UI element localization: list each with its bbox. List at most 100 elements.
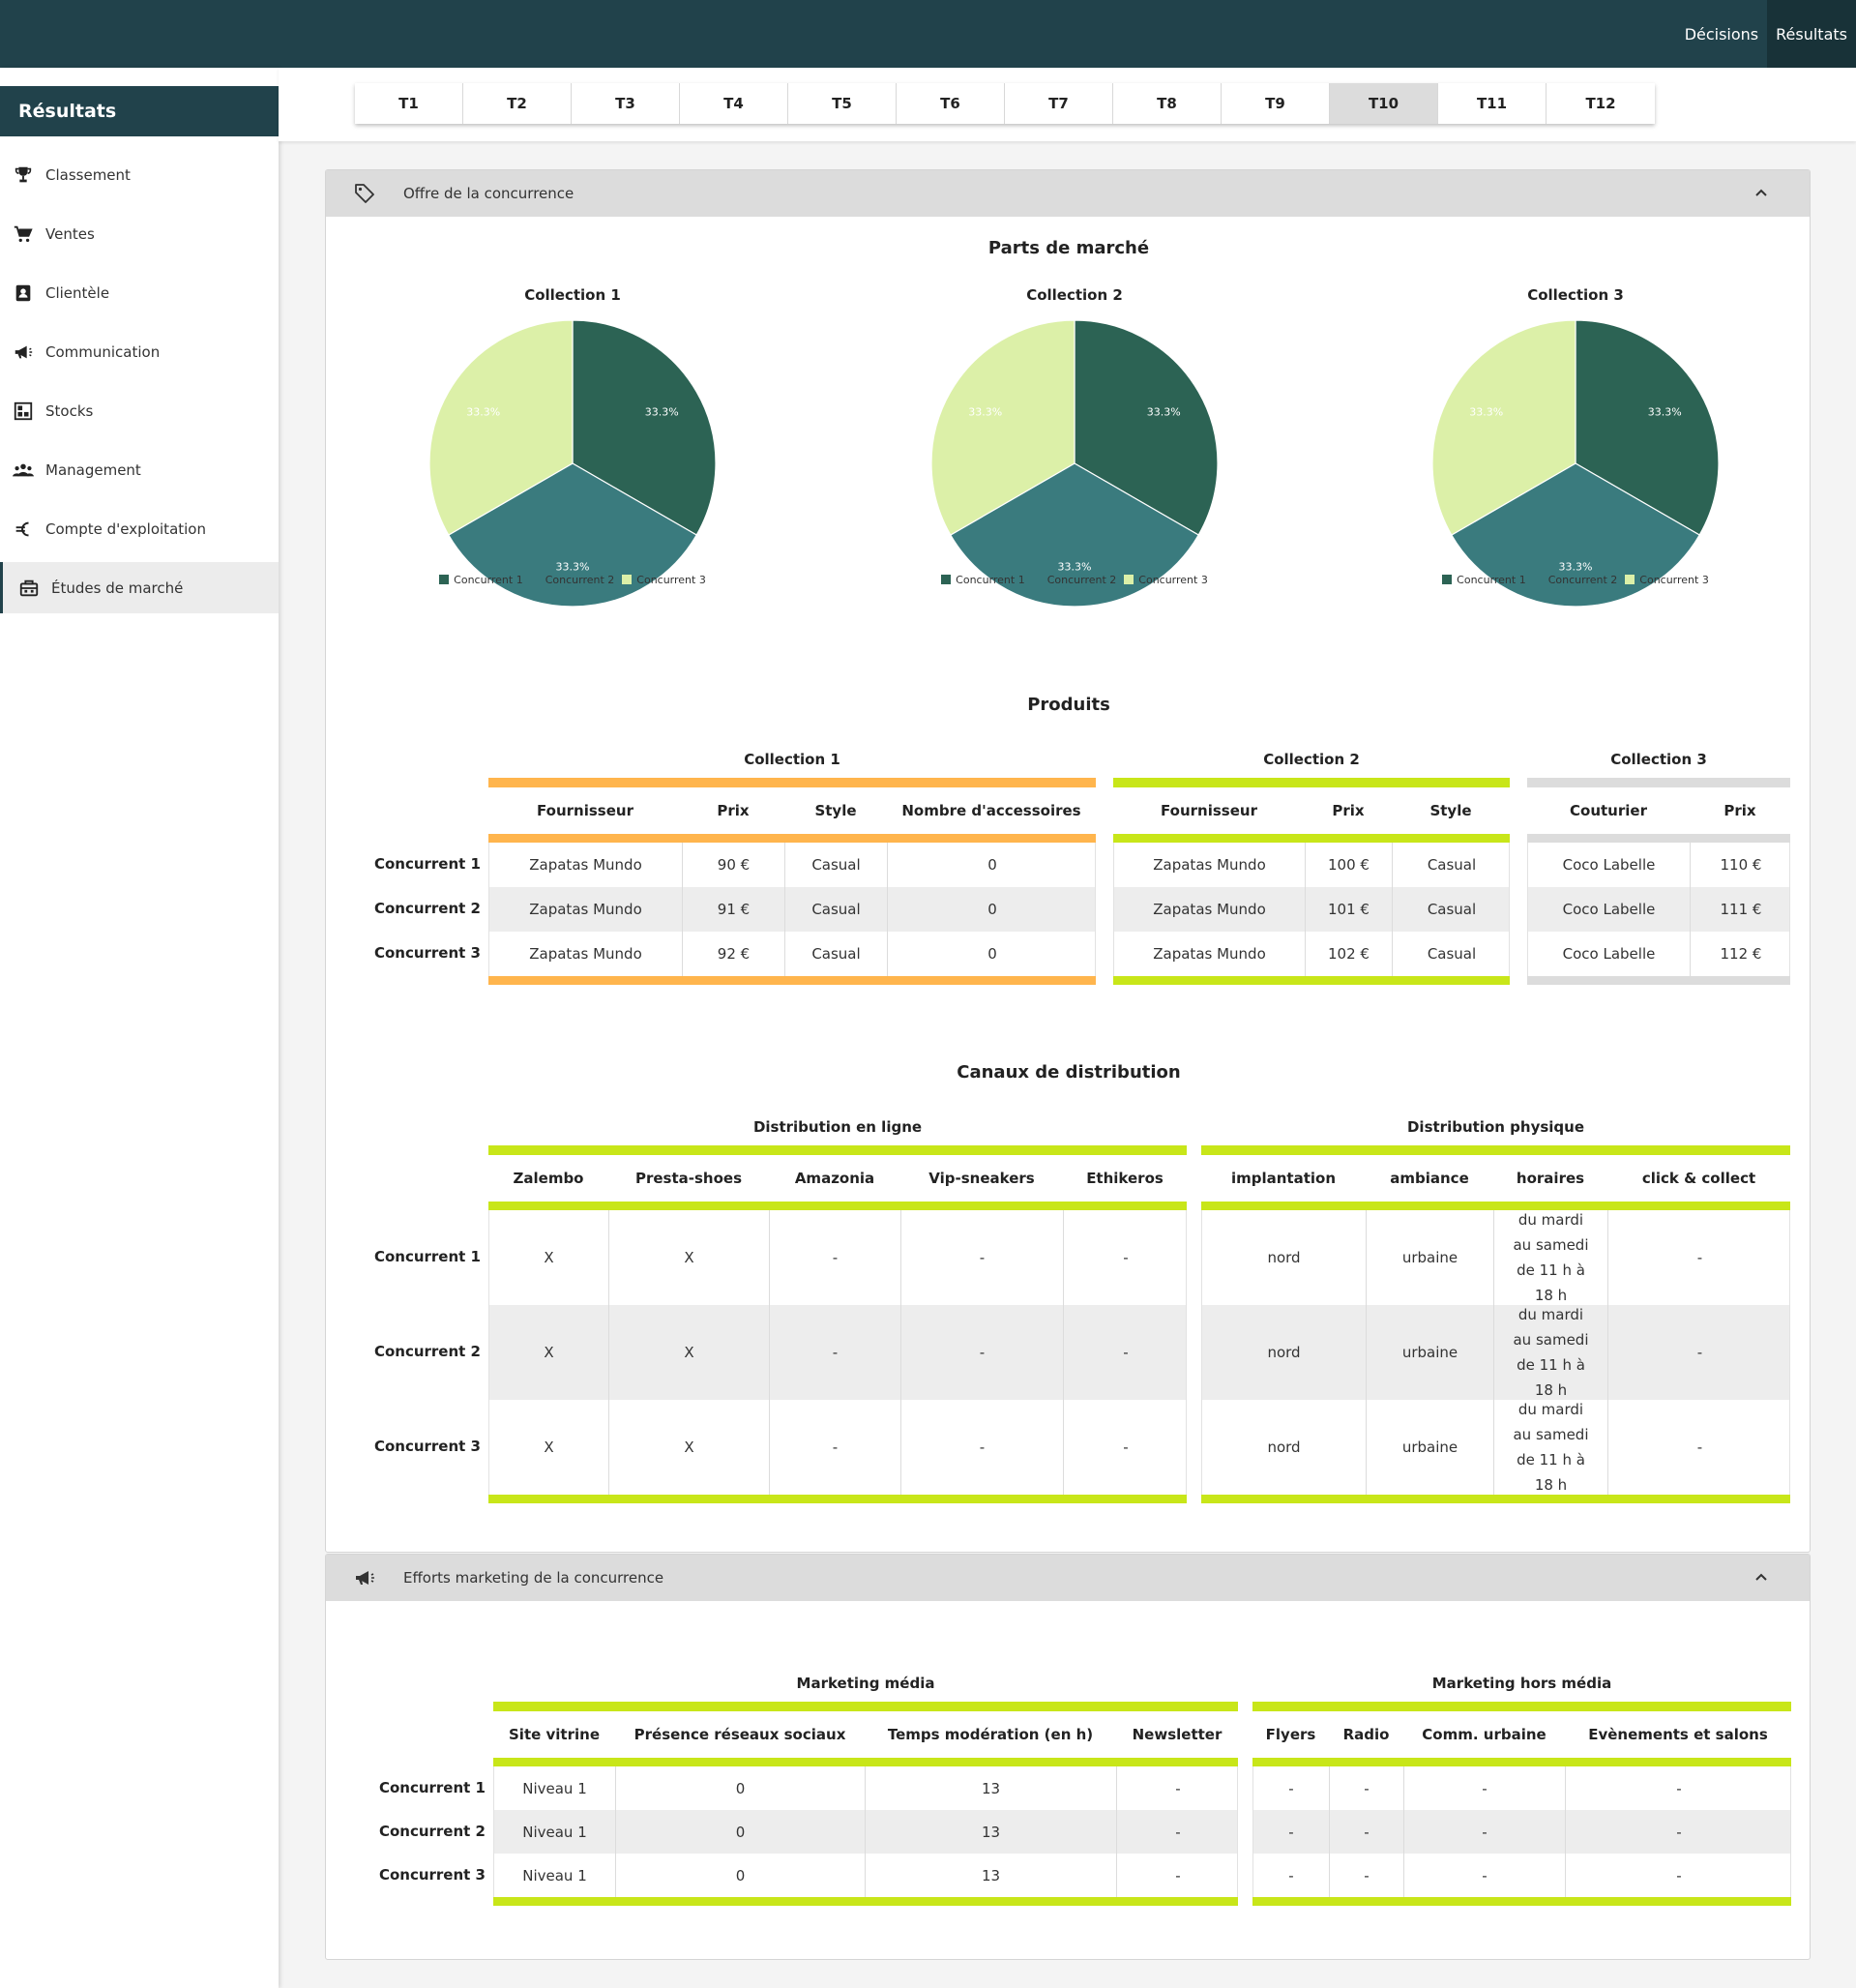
table-cell: - [1175, 1823, 1181, 1841]
tab-t3[interactable]: T3 [572, 83, 680, 124]
table-row: Zapatas Mundo 100 € Casual [1113, 843, 1510, 887]
tab-t2[interactable]: T2 [463, 83, 572, 124]
pie-slice-3[interactable] [1431, 319, 1576, 536]
tab-t4[interactable]: T4 [680, 83, 788, 124]
column-header: Radio [1342, 1726, 1390, 1743]
legend-item[interactable]: Concurrent 2 [1533, 574, 1618, 586]
tab-t9[interactable]: T9 [1222, 83, 1330, 124]
tab-t1[interactable]: T1 [355, 83, 463, 124]
tab-t7[interactable]: T7 [1005, 83, 1113, 124]
sidebar-item-communication[interactable]: Communication [0, 326, 279, 377]
column-header: Zalembo [513, 1170, 584, 1187]
table-cell: 111 € [1720, 901, 1762, 918]
accent-bar [493, 1758, 1238, 1766]
table-cell: urbaine [1367, 1305, 1494, 1400]
table-cell: 0 [987, 945, 997, 963]
column-header: Fournisseur [1161, 802, 1257, 819]
table-cell: - [1696, 1344, 1703, 1361]
tab-t6[interactable]: T6 [897, 83, 1005, 124]
sidebar-item-compte-d-exploitation[interactable]: Compte d'exploitation [0, 503, 279, 554]
table-cell: 110 € [1720, 856, 1762, 874]
pie-chart: 33.3% 33.3% 33.3% [428, 319, 717, 608]
legend-item[interactable]: Concurrent 2 [530, 574, 614, 586]
table-row: Zapatas Mundo 91 € Casual 0 [488, 887, 1096, 932]
column-header: click & collect [1641, 1170, 1756, 1187]
tab-t11[interactable]: T11 [1438, 83, 1547, 124]
table-cell: - [1696, 1249, 1703, 1266]
column-header: Style [1429, 802, 1472, 819]
legend-swatch [1625, 575, 1635, 584]
table-cell: Zapatas Mundo [489, 932, 683, 976]
competitor-offer-header[interactable]: Offre de la concurrence [326, 170, 1810, 217]
sidebar-item-études-de-marché[interactable]: Études de marché [0, 562, 279, 613]
accent-bar [1201, 1495, 1790, 1503]
legend-item[interactable]: Concurrent 1 [1442, 574, 1526, 586]
table-cell: 90 € [683, 843, 785, 887]
tab-t12[interactable]: T12 [1547, 83, 1655, 124]
table-cell: 91 € [683, 887, 785, 932]
sidebar-item-stocks[interactable]: Stocks [0, 385, 279, 436]
marketing-efforts-header[interactable]: Efforts marketing de la concurrence [326, 1555, 1810, 1601]
marketing-efforts-title: Efforts marketing de la concurrence [403, 1569, 664, 1587]
accent-bar [1252, 1758, 1791, 1766]
table-row: Niveau 1 0 13 - [493, 1810, 1238, 1854]
legend-item[interactable]: Concurrent 3 [622, 574, 706, 586]
competitor-offer-title: Offre de la concurrence [403, 185, 574, 202]
pie-slice-3[interactable] [428, 319, 574, 536]
column-header: Evènements et salons [1588, 1726, 1768, 1743]
pie-slice-label: 33.3% [1469, 406, 1503, 419]
pie-slice-3[interactable] [930, 319, 1075, 536]
table-row: nord urbaine du mardi au samedi de 11 h à … [1201, 1305, 1790, 1400]
pie-slice-1[interactable] [1575, 319, 1720, 536]
pie-slice-2[interactable] [950, 462, 1199, 608]
legend-item[interactable]: Concurrent 2 [1032, 574, 1116, 586]
chevron-up-icon[interactable] [1752, 1568, 1771, 1587]
table-cell: nord [1202, 1400, 1367, 1495]
column-header: Comm. urbaine [1422, 1726, 1547, 1743]
pie-slice-2[interactable] [448, 462, 697, 608]
pie-slice-1[interactable] [1074, 319, 1219, 536]
table-row: ---- [1252, 1810, 1791, 1854]
table-cell: Zapatas Mundo [1114, 932, 1306, 976]
pie-slice-1[interactable] [572, 319, 717, 536]
pie-legend: Concurrent 1 Concurrent 2 Concurrent 3 [427, 574, 718, 586]
legend-swatch [1032, 575, 1043, 584]
pie-title: Collection 2 [1026, 286, 1123, 304]
tab-t10[interactable]: T10 [1330, 83, 1438, 124]
chevron-up-icon[interactable] [1752, 184, 1771, 203]
legend-item[interactable]: Concurrent 1 [941, 574, 1025, 586]
table-cell: Coco Labelle [1528, 843, 1691, 887]
table-cell: - [1253, 1854, 1330, 1897]
legend-swatch [530, 575, 541, 584]
legend-label: Concurrent 2 [1547, 574, 1618, 586]
table-cell: urbaine [1367, 1400, 1494, 1495]
products-collection-3-table-title: Collection 3 [1610, 751, 1707, 768]
sidebar-item-classement[interactable]: Classement [0, 149, 279, 200]
sidebar-item-management[interactable]: Management [0, 444, 279, 495]
legend-item[interactable]: Concurrent 1 [439, 574, 523, 586]
pie-slice-2[interactable] [1451, 462, 1700, 608]
tab-t5[interactable]: T5 [788, 83, 897, 124]
legend-swatch [622, 575, 633, 584]
sidebar-item-ventes[interactable]: Ventes [0, 208, 279, 259]
table-row: Coco Labelle 112 € [1527, 932, 1790, 976]
tab-t8[interactable]: T8 [1113, 83, 1222, 124]
legend-item[interactable]: Concurrent 3 [1124, 574, 1208, 586]
nav-resultats[interactable]: Résultats [1767, 0, 1856, 68]
sidebar-item-clientèle[interactable]: Clientèle [0, 267, 279, 318]
table-cell: - [1123, 1439, 1129, 1456]
non-media-marketing-table-title: Marketing hors média [1431, 1675, 1612, 1692]
column-header: Vip-sneakers [928, 1170, 1035, 1187]
legend-label: Concurrent 3 [636, 574, 706, 586]
pie-slice-label: 33.3% [1559, 561, 1593, 574]
column-header: Temps modération (en h) [887, 1726, 1094, 1743]
pie-slice-label: 33.3% [1648, 406, 1682, 419]
table-cell: Casual [785, 932, 888, 976]
legend-label: Concurrent 3 [1639, 574, 1709, 586]
nav-decisions[interactable]: Décisions [1684, 24, 1759, 44]
channels-title: Canaux de distribution [957, 1062, 1181, 1083]
legend-item[interactable]: Concurrent 3 [1625, 574, 1709, 586]
accent-bar [488, 1495, 1187, 1503]
